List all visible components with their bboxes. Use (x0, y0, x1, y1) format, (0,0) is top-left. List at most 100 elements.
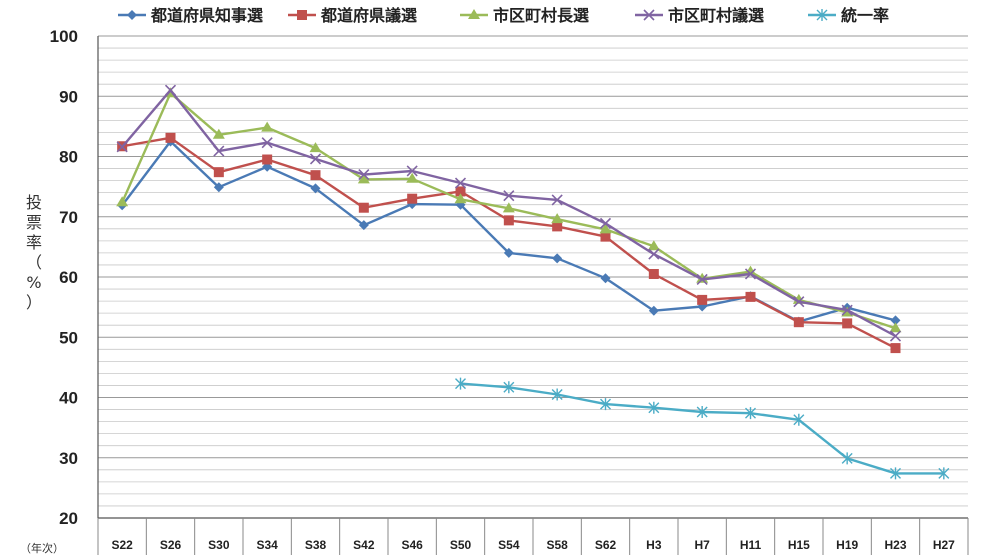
legend-item: 市区町村長選 (460, 6, 589, 25)
legend-marker (643, 9, 655, 21)
y-tick-label: 50 (59, 328, 78, 347)
data-point (357, 173, 370, 184)
data-point (406, 172, 419, 183)
axes: 20 30 40 50 60 70 80 90 100 S22 S26 S30 S34 S38 S42 S46… (50, 27, 969, 555)
legend-item: 都道府県知事選 (118, 6, 263, 25)
data-point (599, 223, 612, 234)
y-axis-title-char: （ (26, 253, 42, 272)
data-point (551, 213, 564, 224)
x-tick-label: H3 (646, 538, 662, 552)
x-tick-label: S50 (450, 538, 472, 552)
y-axis-title-char: 票 (26, 213, 42, 232)
data-point (600, 398, 611, 411)
data-point (455, 186, 466, 197)
data-point (890, 343, 901, 354)
legend-marker (468, 9, 480, 19)
series-2 (117, 132, 901, 354)
data-point (213, 182, 224, 193)
x-tick-label: S34 (256, 538, 278, 552)
data-point (310, 170, 321, 181)
data-point (503, 381, 515, 394)
series-5 (455, 377, 950, 480)
data-point (261, 137, 273, 149)
data-point (889, 330, 902, 342)
y-axis-title-char: 投 (26, 193, 42, 212)
y-tick-label: 80 (59, 148, 78, 167)
y-tick-label: 60 (59, 268, 78, 287)
data-point (890, 315, 901, 326)
data-point (696, 405, 708, 418)
data-point (116, 196, 129, 207)
data-point (358, 169, 370, 181)
data-point (310, 183, 321, 194)
x-tick-label: H11 (740, 538, 762, 552)
data-point (890, 467, 901, 480)
data-point (164, 84, 177, 96)
data-point (503, 190, 515, 202)
legend-marker (816, 9, 828, 21)
data-point (552, 253, 563, 264)
x-tick-label: S30 (208, 538, 230, 552)
y-tick-label: 70 (59, 208, 78, 227)
legend-label: 市区町村長選 (493, 6, 589, 25)
data-point (455, 377, 466, 390)
data-point (502, 202, 515, 213)
x-tick-label: S58 (546, 538, 568, 552)
y-tick-label: 90 (59, 87, 78, 106)
y-tick-label: 30 (59, 449, 78, 468)
data-point (745, 291, 756, 302)
x-tick-label: S42 (353, 538, 375, 552)
data-point (647, 240, 660, 251)
gridlines (98, 35, 968, 519)
data-point (212, 128, 225, 139)
legend-marker (297, 10, 307, 20)
data-point (454, 177, 467, 189)
legend-item: 統一率 (808, 6, 889, 25)
data-point (648, 305, 659, 316)
x-tick-label: H19 (836, 538, 858, 552)
x-tick-label: S62 (595, 538, 617, 552)
data-point (309, 153, 322, 165)
series-4 (116, 84, 902, 342)
data-point (648, 248, 660, 260)
data-point (309, 142, 322, 153)
data-point (503, 247, 514, 258)
data-point (213, 145, 225, 157)
data-point (841, 304, 853, 316)
data-point (841, 452, 853, 465)
data-point (648, 268, 659, 279)
x-axis-unit-label: （年次） (20, 541, 64, 555)
data-point (261, 121, 274, 132)
series-lines (116, 84, 950, 480)
legend-marker (127, 10, 137, 20)
data-point (552, 221, 563, 232)
data-point (793, 413, 805, 426)
y-tick-label: 100 (50, 27, 78, 46)
x-tick-label: S54 (498, 538, 520, 552)
x-tick-label: S26 (160, 538, 182, 552)
y-axis-title-char: 率 (26, 233, 42, 252)
data-point (599, 217, 612, 229)
data-point (116, 141, 128, 153)
data-point (648, 401, 660, 414)
data-point (745, 407, 756, 420)
data-point (165, 132, 176, 143)
legend-item: 都道府県議選 (288, 6, 417, 25)
data-point (600, 273, 611, 284)
data-point (938, 467, 950, 480)
data-point (454, 193, 467, 204)
x-tick-label: S46 (401, 538, 423, 552)
data-point (503, 215, 514, 226)
legend-item: 市区町村議選 (635, 6, 764, 25)
y-axis-title-char: ） (26, 293, 42, 312)
data-point (406, 165, 418, 177)
data-point (600, 231, 611, 242)
data-point (213, 167, 224, 178)
x-tick-label: H15 (788, 538, 810, 552)
data-point (889, 322, 902, 333)
legend-label: 都道府県議選 (320, 6, 417, 25)
data-point (262, 154, 273, 165)
legend: 都道府県知事選 都道府県議選 市区町村長選 市区町村議選 統一率 (118, 6, 889, 25)
data-point (842, 318, 853, 329)
